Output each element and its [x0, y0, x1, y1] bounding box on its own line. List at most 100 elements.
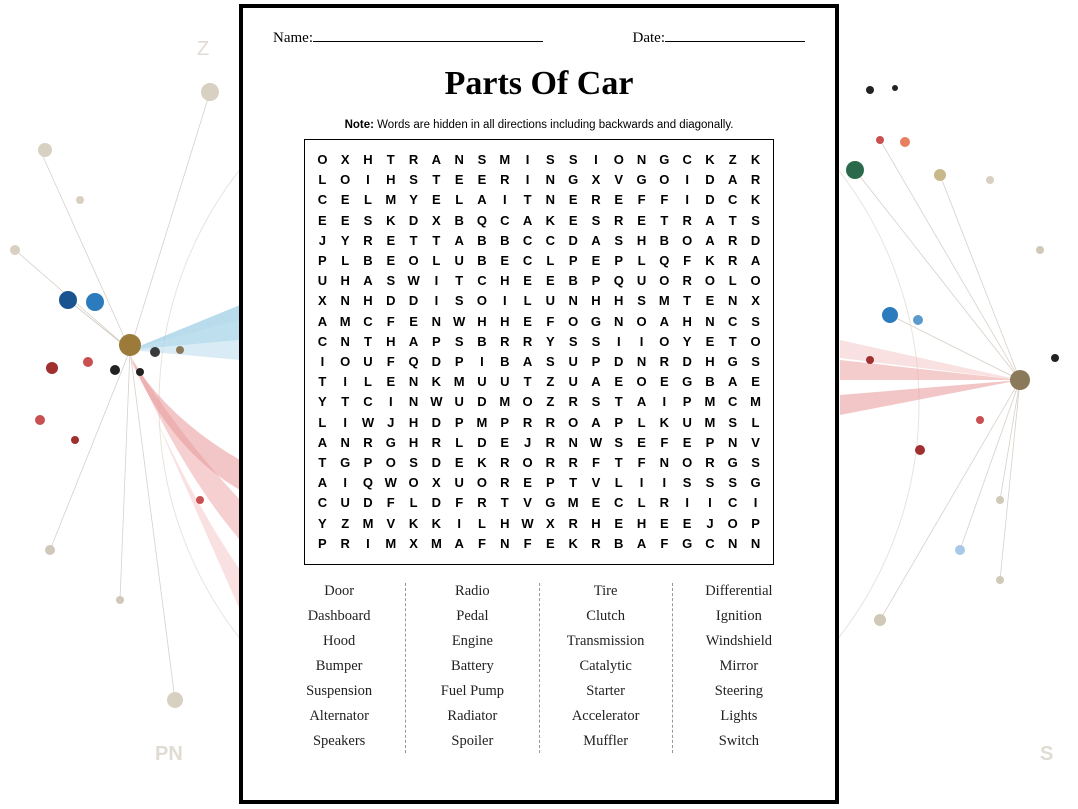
grid-cell: C — [312, 332, 333, 352]
grid-cell: S — [380, 271, 401, 291]
grid-cell: C — [608, 493, 629, 513]
grid-cell: A — [312, 312, 333, 332]
grid-cell: H — [677, 312, 698, 332]
grid-cell: G — [380, 433, 401, 453]
grid-cell: A — [722, 372, 743, 392]
grid-cell: O — [563, 312, 584, 332]
grid-cell: Z — [540, 392, 561, 412]
word-item: Switch — [677, 729, 801, 754]
grid-cell: X — [312, 291, 333, 311]
grid-cell: I — [471, 352, 492, 372]
grid-cell: M — [494, 150, 515, 170]
grid-row: LIWJHDPMPRROAPLKUMSL — [311, 413, 767, 433]
grid-cell: T — [357, 332, 378, 352]
grid-cell: W — [357, 413, 378, 433]
grid-cell: S — [608, 433, 629, 453]
grid-cell: T — [312, 372, 333, 392]
bg-dot — [59, 291, 77, 309]
grid-cell: O — [631, 372, 652, 392]
grid-cell: G — [585, 312, 606, 332]
grid-cell: O — [699, 271, 720, 291]
grid-cell: E — [403, 312, 424, 332]
date-blank-line[interactable] — [665, 28, 805, 42]
grid-cell: Y — [312, 392, 333, 412]
grid-cell: G — [677, 534, 698, 554]
grid-cell: B — [494, 352, 515, 372]
grid-cell: T — [677, 291, 698, 311]
grid-cell: E — [540, 534, 561, 554]
grid-cell: N — [449, 150, 470, 170]
word-column: DoorDashboardHoodBumperSuspensionAlterna… — [273, 579, 405, 754]
grid-cell: L — [745, 413, 766, 433]
grid-cell: R — [699, 453, 720, 473]
note-text: Words are hidden in all directions inclu… — [374, 119, 733, 131]
grid-row: CUDFLDFRTVGMECLRIICI — [311, 493, 767, 513]
grid-cell: T — [426, 170, 447, 190]
grid-cell: H — [380, 332, 401, 352]
grid-row: YTCINWUDMOZRSTAIPMCM — [311, 392, 767, 412]
word-item: Clutch — [544, 604, 668, 629]
grid-row: AIQWOXUOREPTVLIISSSG — [311, 473, 767, 493]
grid-cell: G — [563, 170, 584, 190]
word-item: Mirror — [677, 654, 801, 679]
bg-dot — [86, 293, 104, 311]
grid-cell: R — [494, 170, 515, 190]
bg-dot — [934, 169, 946, 181]
grid-cell: L — [631, 413, 652, 433]
word-item: Hood — [277, 629, 401, 654]
grid-cell: F — [380, 493, 401, 513]
grid-cell: Y — [335, 231, 356, 251]
grid-cell: J — [517, 433, 538, 453]
grid-cell: E — [631, 211, 652, 231]
grid-cell: M — [449, 372, 470, 392]
word-item: Alternator — [277, 704, 401, 729]
grid-cell: A — [517, 211, 538, 231]
grid-cell: T — [608, 453, 629, 473]
grid-cell: S — [722, 413, 743, 433]
grid-cell: N — [563, 433, 584, 453]
grid-cell: H — [608, 291, 629, 311]
grid-cell: L — [449, 190, 470, 210]
grid-cell: R — [563, 514, 584, 534]
grid-cell: Y — [312, 514, 333, 534]
grid-cell: R — [563, 392, 584, 412]
grid-cell: R — [357, 231, 378, 251]
grid-cell: H — [631, 231, 652, 251]
word-item: Catalytic — [544, 654, 668, 679]
grid-cell: P — [563, 251, 584, 271]
bg-dot — [38, 143, 52, 157]
grid-cell: F — [631, 453, 652, 473]
grid-cell: L — [631, 251, 652, 271]
grid-cell: S — [540, 352, 561, 372]
grid-cell: P — [312, 251, 333, 271]
name-blank-line[interactable] — [313, 28, 543, 42]
grid-cell: E — [585, 251, 606, 271]
grid-cell: D — [426, 493, 447, 513]
grid-cell: O — [335, 352, 356, 372]
grid-cell: M — [357, 514, 378, 534]
grid-cell: R — [540, 413, 561, 433]
grid-cell: R — [608, 211, 629, 231]
grid-cell: P — [426, 332, 447, 352]
word-item: Muffler — [544, 729, 668, 754]
grid-cell: R — [494, 332, 515, 352]
grid-cell: G — [335, 453, 356, 473]
grid-cell: B — [563, 271, 584, 291]
grid-cell: B — [449, 211, 470, 231]
grid-cell: F — [654, 534, 675, 554]
grid-cell: M — [563, 493, 584, 513]
word-item: Radio — [410, 579, 534, 604]
grid-cell: K — [540, 211, 561, 231]
grid-cell: D — [563, 231, 584, 251]
grid-cell: S — [699, 473, 720, 493]
grid-cell: I — [335, 413, 356, 433]
grid-cell: L — [312, 170, 333, 190]
grid-cell: P — [745, 514, 766, 534]
grid-cell: S — [677, 473, 698, 493]
grid-cell: V — [585, 473, 606, 493]
grid-cell: T — [722, 211, 743, 231]
grid-cell: O — [631, 312, 652, 332]
grid-cell: C — [722, 392, 743, 412]
grid-cell: P — [608, 251, 629, 271]
grid-row: ANRGHRLDEJRNWSEFEPNV — [311, 433, 767, 453]
